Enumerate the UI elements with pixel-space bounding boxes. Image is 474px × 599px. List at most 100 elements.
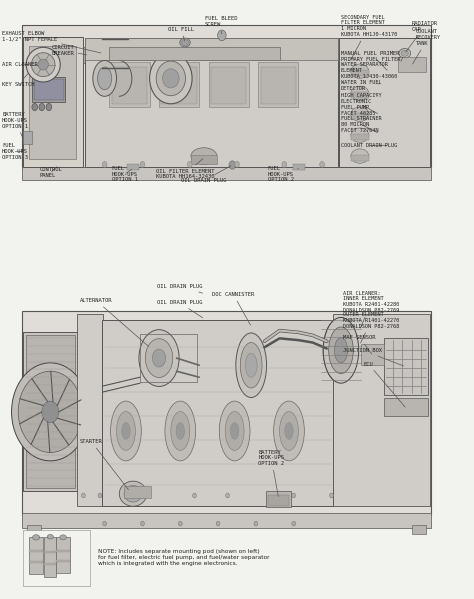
Circle shape	[36, 70, 40, 75]
Ellipse shape	[165, 401, 196, 461]
Bar	[211, 67, 246, 104]
Bar	[293, 164, 305, 170]
Bar	[56, 560, 70, 562]
Circle shape	[46, 104, 52, 111]
Circle shape	[103, 521, 107, 526]
Bar	[191, 155, 217, 165]
Text: FUEL
HOOK-UPS
OPTION 3: FUEL HOOK-UPS OPTION 3	[2, 143, 28, 159]
Bar	[333, 314, 430, 506]
Ellipse shape	[124, 485, 142, 502]
Bar	[85, 38, 337, 60]
Ellipse shape	[156, 61, 185, 96]
Ellipse shape	[150, 53, 192, 104]
Text: SECONDARY FUEL
FILTER ELEMENT
1 MICRON
KUBOTA HH1J0-43170: SECONDARY FUEL FILTER ELEMENT 1 MICRON K…	[341, 14, 397, 59]
Ellipse shape	[146, 338, 173, 377]
Ellipse shape	[351, 64, 369, 78]
Bar	[22, 513, 431, 528]
Ellipse shape	[280, 412, 299, 450]
Text: MANUAL FUEL PRIMER: MANUAL FUEL PRIMER	[341, 51, 400, 70]
Ellipse shape	[240, 343, 262, 388]
Bar	[161, 67, 197, 104]
Bar	[351, 113, 369, 119]
Ellipse shape	[171, 412, 190, 450]
Text: OIL DRAIN PLUG: OIL DRAIN PLUG	[156, 300, 203, 318]
Circle shape	[141, 521, 145, 526]
Bar	[27, 525, 41, 534]
Circle shape	[18, 371, 82, 452]
Bar	[23, 530, 90, 586]
Bar	[351, 155, 369, 161]
Polygon shape	[22, 25, 431, 168]
Circle shape	[282, 162, 287, 168]
Bar	[109, 62, 150, 107]
Bar	[159, 62, 199, 107]
Circle shape	[235, 162, 239, 168]
Ellipse shape	[98, 67, 112, 90]
Ellipse shape	[334, 338, 347, 363]
Text: FUEL
HOOK-UPS
OPTION 2: FUEL HOOK-UPS OPTION 2	[268, 166, 299, 182]
Bar	[29, 537, 43, 574]
Ellipse shape	[110, 401, 141, 461]
Bar	[26, 335, 75, 488]
Polygon shape	[22, 167, 431, 180]
Bar	[83, 47, 97, 63]
Ellipse shape	[31, 53, 55, 77]
Circle shape	[140, 162, 145, 168]
Bar	[412, 525, 426, 534]
Ellipse shape	[60, 535, 66, 540]
Bar	[128, 164, 139, 170]
Bar	[29, 561, 43, 563]
Ellipse shape	[351, 128, 369, 143]
Text: ECU: ECU	[364, 362, 405, 407]
Polygon shape	[23, 37, 83, 167]
Bar	[56, 549, 70, 552]
Text: AIR CLEANER:
INNER ELEMENT
KUBOTA R2401-42280
DONALDSON P82-2769: AIR CLEANER: INNER ELEMENT KUBOTA R2401-…	[343, 291, 400, 328]
Ellipse shape	[26, 47, 60, 82]
Text: OUTER ELEMENT
KUBOTA R1401-42270
DONALDSON P82-2768: OUTER ELEMENT KUBOTA R1401-42270 DONALDS…	[343, 312, 400, 343]
Text: NOTE: Includes separate mounting pod (shown on left)
for fuel filter, electric f: NOTE: Includes separate mounting pod (sh…	[98, 549, 269, 566]
Circle shape	[226, 493, 229, 498]
Ellipse shape	[153, 349, 165, 367]
Text: BATTERY
HOOK-UPS
OPTION 2: BATTERY HOOK-UPS OPTION 2	[258, 450, 284, 497]
Ellipse shape	[176, 423, 184, 439]
Bar	[386, 401, 427, 415]
Ellipse shape	[273, 401, 304, 461]
Circle shape	[35, 68, 42, 77]
Bar	[56, 537, 70, 573]
Ellipse shape	[225, 412, 244, 450]
Ellipse shape	[93, 60, 117, 96]
Text: OIL DRAIN PLUG: OIL DRAIN PLUG	[156, 284, 202, 293]
Bar	[384, 338, 428, 395]
Ellipse shape	[122, 423, 130, 439]
Bar	[384, 398, 428, 416]
Text: JUNCTION BOX: JUNCTION BOX	[343, 348, 403, 366]
Bar	[34, 79, 64, 101]
Ellipse shape	[180, 38, 190, 47]
Bar	[140, 334, 197, 382]
Text: FUEL
HOOK-UPS
OPTION 1: FUEL HOOK-UPS OPTION 1	[112, 166, 138, 182]
Circle shape	[292, 521, 296, 526]
Circle shape	[11, 363, 89, 461]
Bar	[0, 280, 474, 304]
Circle shape	[98, 493, 102, 498]
Text: MAF SENSOR: MAF SENSOR	[343, 335, 376, 354]
Bar	[209, 62, 249, 107]
Ellipse shape	[328, 327, 353, 374]
Circle shape	[82, 493, 85, 498]
Ellipse shape	[33, 535, 40, 540]
Circle shape	[218, 30, 226, 41]
Ellipse shape	[163, 69, 179, 88]
Bar	[112, 67, 147, 104]
Bar	[261, 67, 296, 104]
Bar	[22, 311, 431, 515]
Bar	[384, 398, 428, 416]
Text: WATER IN FUEL
DETECTOR: WATER IN FUEL DETECTOR	[341, 80, 382, 96]
Text: COOLANT DRAIN PLUG: COOLANT DRAIN PLUG	[341, 143, 397, 148]
Bar	[384, 338, 428, 395]
Circle shape	[216, 521, 220, 526]
Bar	[351, 92, 369, 98]
Bar	[32, 77, 65, 102]
Text: KEY SWITCH: KEY SWITCH	[2, 74, 35, 87]
Bar	[268, 495, 290, 506]
Bar	[77, 314, 103, 506]
